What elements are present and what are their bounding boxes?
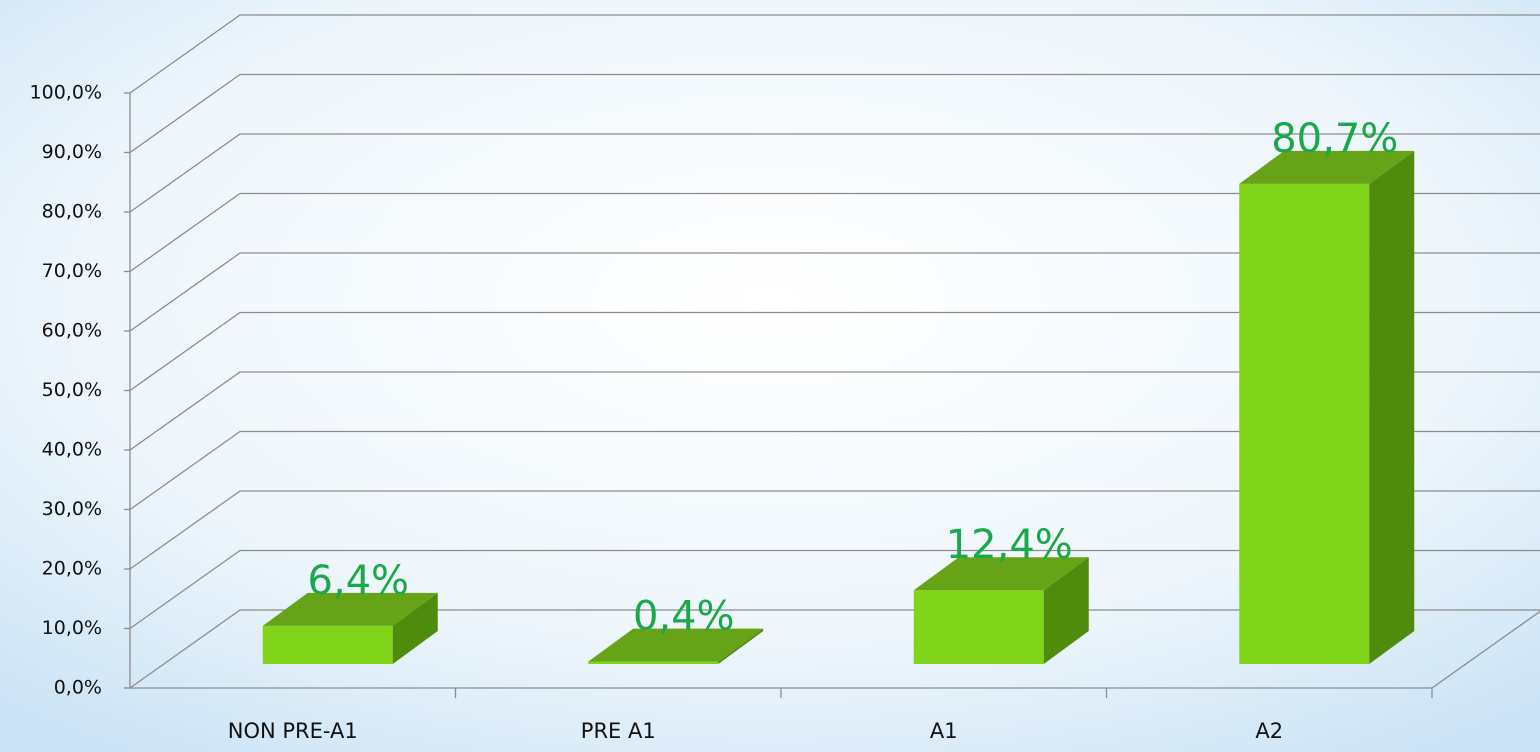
bar-front (262, 625, 393, 664)
y-tick-label: 100,0% (30, 82, 102, 104)
y-tick-label: 20,0% (42, 558, 102, 580)
grid-line (129, 133, 1540, 213)
y-tick-label: 70,0% (42, 260, 102, 282)
grid-line (129, 549, 1540, 630)
grid-line (129, 311, 1540, 392)
bar (1239, 150, 1415, 664)
bar-front (588, 661, 719, 664)
bar-top (913, 557, 1089, 591)
grid-line (129, 430, 1540, 511)
x-tick-label: NON PRE-A1 (228, 719, 358, 743)
bar (588, 628, 764, 664)
value-label: 0,4% (633, 594, 735, 640)
bar-top (262, 592, 438, 626)
grid-line (129, 252, 1540, 332)
bar-top (588, 628, 764, 662)
bar (262, 592, 438, 664)
y-tick-label: 60,0% (42, 320, 102, 342)
y-tick-label: 80,0% (42, 201, 102, 223)
x-tick-label: A2 (1255, 719, 1283, 743)
grid-line (129, 490, 1540, 570)
y-tick-label: 50,0% (42, 379, 102, 401)
bar-front (1239, 183, 1370, 664)
bar-side (1369, 150, 1415, 664)
bar-side (392, 592, 438, 664)
value-label: 80,7% (1271, 116, 1398, 162)
grid-line (129, 609, 1540, 689)
x-tick-label: PRE A1 (581, 719, 656, 743)
y-tick-label: 30,0% (42, 498, 102, 520)
grid-line (129, 192, 1540, 273)
y-tick-label: 0,0% (54, 677, 102, 699)
value-label: 12,4% (946, 522, 1073, 568)
value-label: 6,4% (307, 558, 409, 604)
bar-top (1239, 150, 1415, 184)
y-tick-label: 10,0% (42, 617, 102, 639)
y-tick-label: 40,0% (42, 439, 102, 461)
bar-side (718, 628, 764, 664)
y-tick-label: 90,0% (42, 141, 102, 163)
bar-front (913, 590, 1044, 664)
grid-line (129, 14, 1540, 94)
bar (913, 557, 1089, 664)
grid-line (129, 371, 1540, 451)
bar-side (1043, 557, 1089, 664)
grid-line (129, 73, 1540, 154)
x-tick-label: A1 (930, 719, 958, 743)
